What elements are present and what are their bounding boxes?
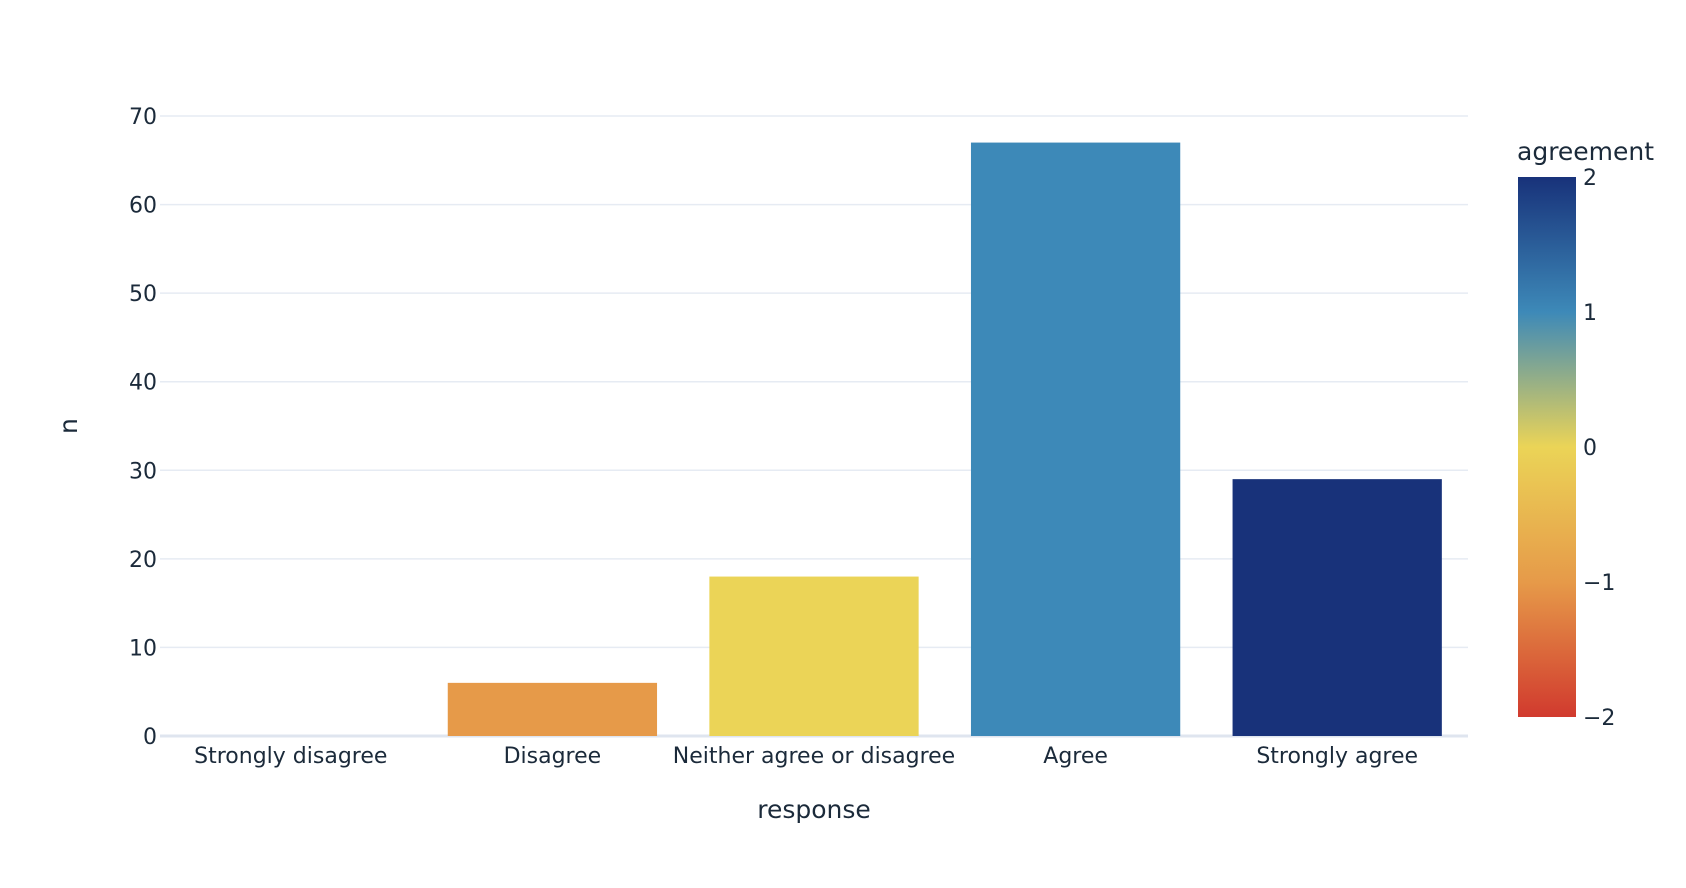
x-tick-label: Strongly agree [1256, 744, 1418, 769]
bar [1232, 479, 1442, 736]
y-axis-title: n [54, 418, 83, 434]
x-tick-label: Agree [1043, 744, 1108, 769]
colorbar-gradient [1518, 177, 1576, 717]
colorbar-tick-label: 0 [1583, 436, 1597, 461]
bar [447, 682, 658, 736]
y-tick-label: 60 [129, 194, 157, 219]
colorbar-ticks: 2 1 0 −1 −2 [1583, 166, 1615, 731]
x-tick-label: Neither agree or disagree [673, 744, 955, 769]
y-tick-label: 0 [143, 725, 157, 750]
colorbar-tick-label: 1 [1583, 301, 1597, 326]
colorbar-title: agreement [1517, 137, 1654, 166]
y-tick-label: 40 [129, 371, 157, 396]
colorbar-tick-label: −2 [1583, 706, 1615, 731]
x-axis-title: response [757, 795, 871, 824]
y-tick-label: 10 [129, 636, 157, 661]
x-tick-label: Disagree [504, 744, 602, 769]
y-tick-label: 70 [129, 105, 157, 130]
bar [970, 142, 1181, 737]
colorbar-tick-label: −1 [1583, 571, 1615, 596]
bar [709, 576, 919, 736]
x-axis-ticks: Strongly disagree Disagree Neither agree o… [194, 744, 1418, 769]
y-tick-label: 50 [129, 282, 157, 307]
y-axis-ticks: 0 10 20 30 40 50 60 70 [129, 105, 157, 750]
colorbar-tick-label: 2 [1583, 166, 1597, 191]
y-tick-label: 20 [129, 548, 157, 573]
y-tick-label: 30 [129, 459, 157, 484]
x-tick-label: Strongly disagree [194, 744, 387, 769]
colorbar: agreement 2 1 0 −1 −2 [1517, 137, 1654, 731]
bars [447, 142, 1442, 737]
